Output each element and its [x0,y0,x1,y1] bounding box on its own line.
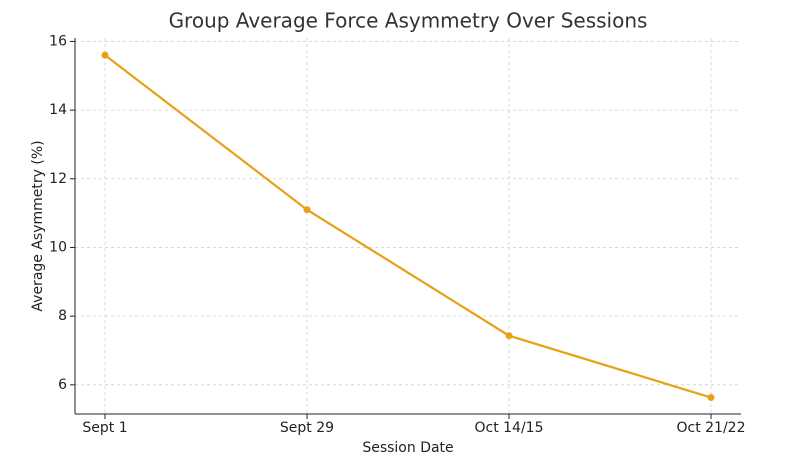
x-tick-label: Oct 21/22 [676,420,745,436]
x-tick-label: Oct 14/15 [474,420,543,436]
chart-title: Group Average Force Asymmetry Over Sessi… [169,9,648,33]
point [505,332,513,340]
y-tick-label: 6 [58,377,67,393]
y-tick-label: 10 [49,239,67,255]
line [104,54,712,399]
y-tick-label: 16 [49,33,67,49]
x-tick-label: Sept 29 [280,420,334,436]
point [707,394,715,402]
x-tick-label: Sept 1 [82,420,127,436]
x-axis-label: Session Date [362,440,453,456]
y-axis-label: Average Asymmetry (%) [30,140,46,311]
point [101,51,109,59]
y-tick-label: 12 [49,171,67,187]
point [303,206,311,214]
y-tick-label: 14 [49,102,67,118]
y-tick-label: 8 [58,308,67,324]
